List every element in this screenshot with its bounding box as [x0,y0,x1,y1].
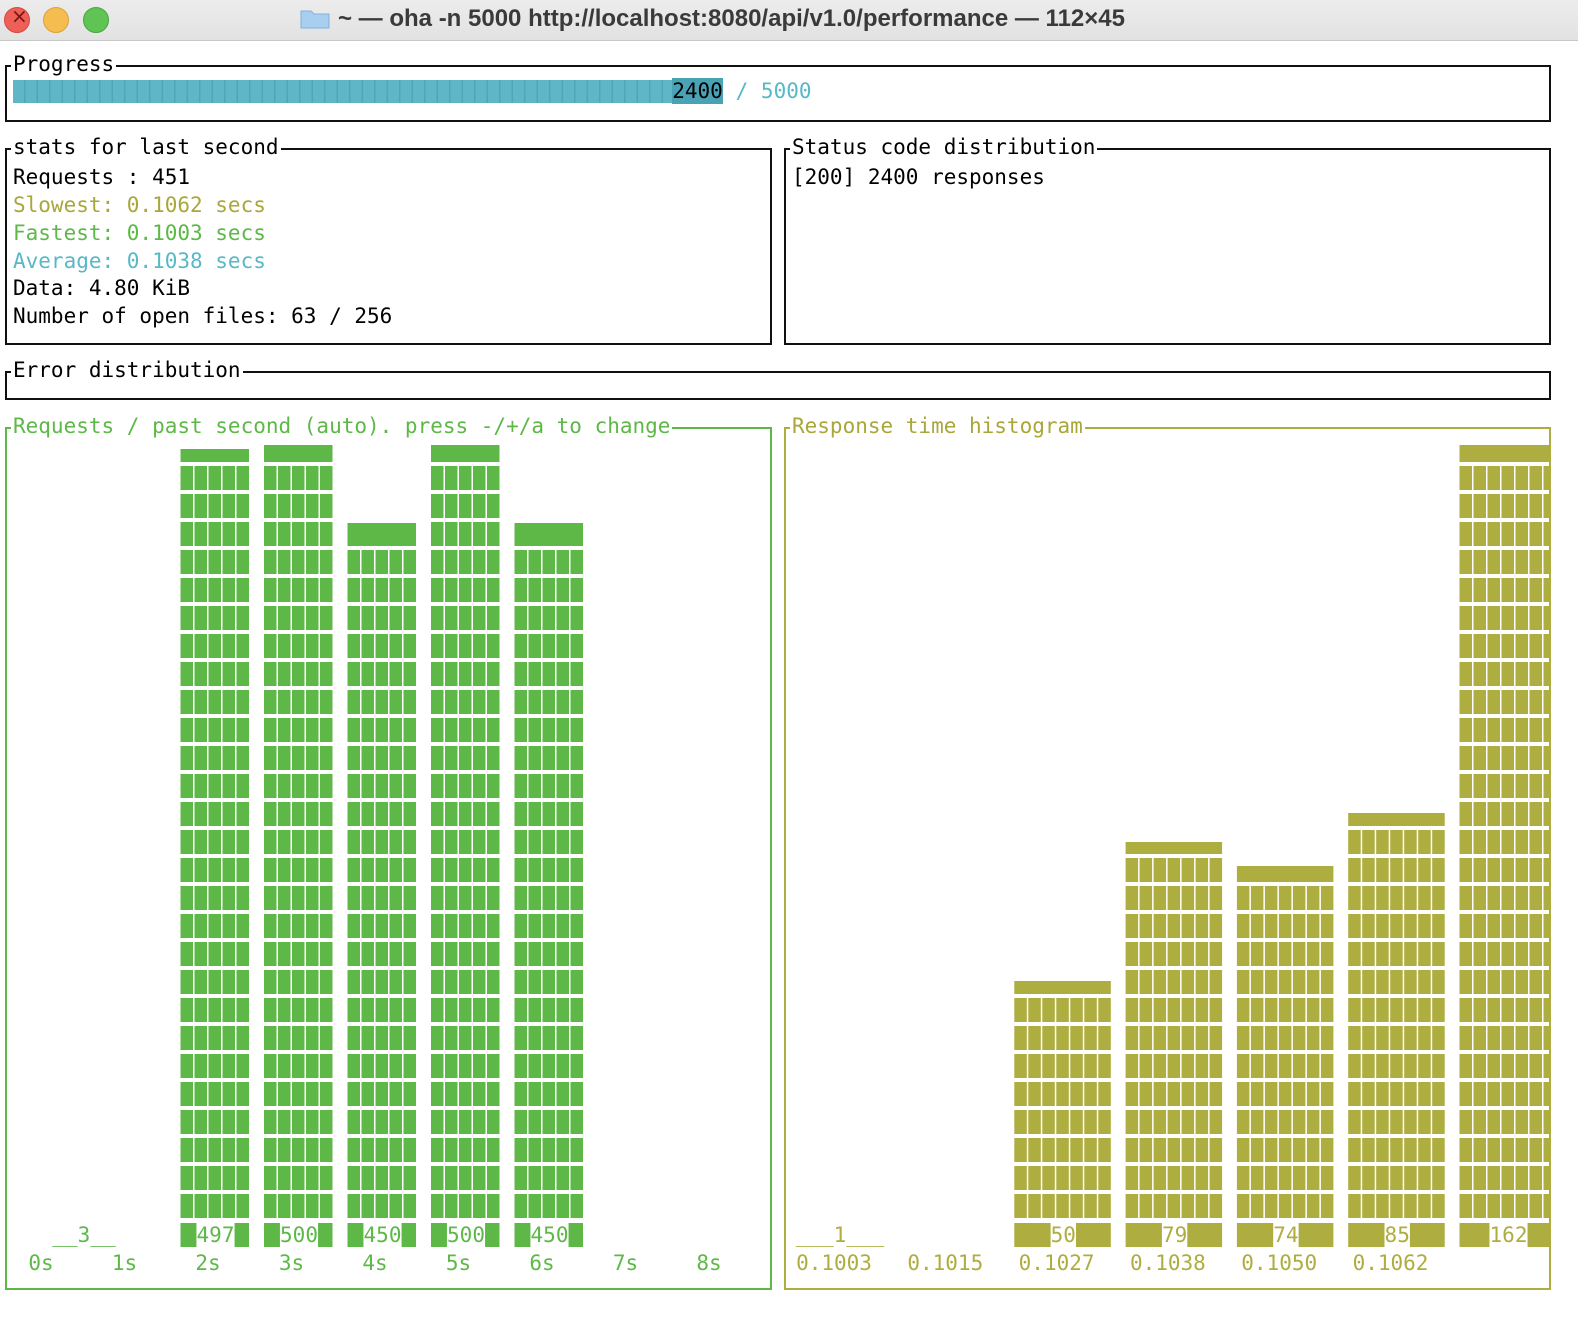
error-title: Error distribution [11,358,243,382]
window-title: ~ — oha -n 5000 http://localhost:8080/ap… [338,5,1125,32]
bar-value-label: 500 [280,1223,318,1247]
bar [514,523,583,1218]
bar-value-label: 497 [197,1223,235,1247]
minimize-window-button[interactable] [43,7,69,33]
bar [1236,866,1334,1218]
bar-value-label: 450 [531,1223,569,1247]
x-tick-label: 3s [279,1251,304,1275]
x-tick-label: 0.1015 [907,1251,983,1275]
x-tick-label: 0.1062 [1353,1251,1429,1275]
x-tick-label: 0.1003 [796,1251,872,1275]
bar [264,445,333,1218]
histogram-chart: ___1___ 0.1003 50 0.1015 79 0.1027 74 0.1038 85 0… [796,445,1549,1275]
stats-average: Average: 0.1038 secs [13,249,266,273]
bar [347,523,416,1218]
stats-fastest: Fastest: 0.1003 secs [13,221,266,245]
close-window-button[interactable] [4,4,30,33]
rps-chart-pane: Requests / past second (auto). press -/+… [5,414,772,1290]
x-tick-label: 7s [613,1251,638,1275]
bar-value-label: 500 [447,1223,485,1247]
stats-pane: stats for last second Requests : 451 Slo… [5,135,772,345]
bar [1348,813,1445,1218]
status-code-line: [200] 2400 responses [792,165,1045,189]
bar-value-label: 450 [364,1223,402,1247]
bar-value-label: 79 [1162,1223,1187,1247]
rps-chart: __3__ 0s 497 1s 500 2s 450 3s 500 4s 450 5s 6s 7s 8s [28,445,722,1275]
bar-value-label: 162 [1490,1223,1528,1247]
zoom-window-button[interactable] [83,7,109,33]
progress-title: Progress [11,52,117,76]
x-tick-label: 0.1038 [1130,1251,1206,1275]
histogram-title: Response time histogram [790,414,1085,438]
bar [180,449,249,1218]
x-tick-label: 4s [362,1251,387,1275]
bar-value-label: 74 [1273,1223,1298,1247]
bar-value-label: ___1___ [796,1223,885,1247]
bar-value-label: __3__ [52,1223,116,1247]
x-tick-label: 6s [529,1251,554,1275]
bar [1014,981,1111,1218]
histogram-pane: Response time histogram ___1___ 0.1003 50 0… [784,414,1551,1290]
progress-total: / 5000 [723,79,812,103]
x-tick-label: 8s [696,1251,721,1275]
stats-requests: Requests : 451 [13,165,191,189]
progress-bar-fill [13,80,723,103]
bar [431,445,500,1218]
rps-chart-title: Requests / past second (auto). press -/+… [11,414,673,438]
bar-value-label: 85 [1385,1223,1410,1247]
x-tick-label: 0.1050 [1241,1251,1317,1275]
window-titlebar: ~ — oha -n 5000 http://localhost:8080/ap… [0,0,1578,41]
stats-open-files: Number of open files: 63 / 256 [13,304,393,328]
progress-done-count: 2400 [672,78,723,104]
folder-icon [300,10,330,29]
bar [1459,445,1549,1218]
x-tick-label: 2s [195,1251,220,1275]
error-pane: Error distribution [5,358,1551,400]
x-tick-label: 1s [112,1251,137,1275]
x-tick-label: 0.1027 [1019,1251,1095,1275]
bar-value-label: 50 [1051,1223,1076,1247]
window-title-wrap: ~ — oha -n 5000 http://localhost:8080/ap… [300,4,1125,34]
status-code-title: Status code distribution [790,135,1098,159]
x-tick-label: 5s [446,1251,471,1275]
stats-title: stats for last second [11,135,281,159]
x-tick-label: 0s [28,1251,53,1275]
bar [1125,842,1223,1218]
stats-slowest: Slowest: 0.1062 secs [13,193,266,217]
progress-pane: Progress 2400 / 5000 [5,52,1551,122]
status-code-pane: Status code distribution [200] 2400 resp… [784,135,1551,345]
stats-data: Data: 4.80 KiB [13,276,191,300]
